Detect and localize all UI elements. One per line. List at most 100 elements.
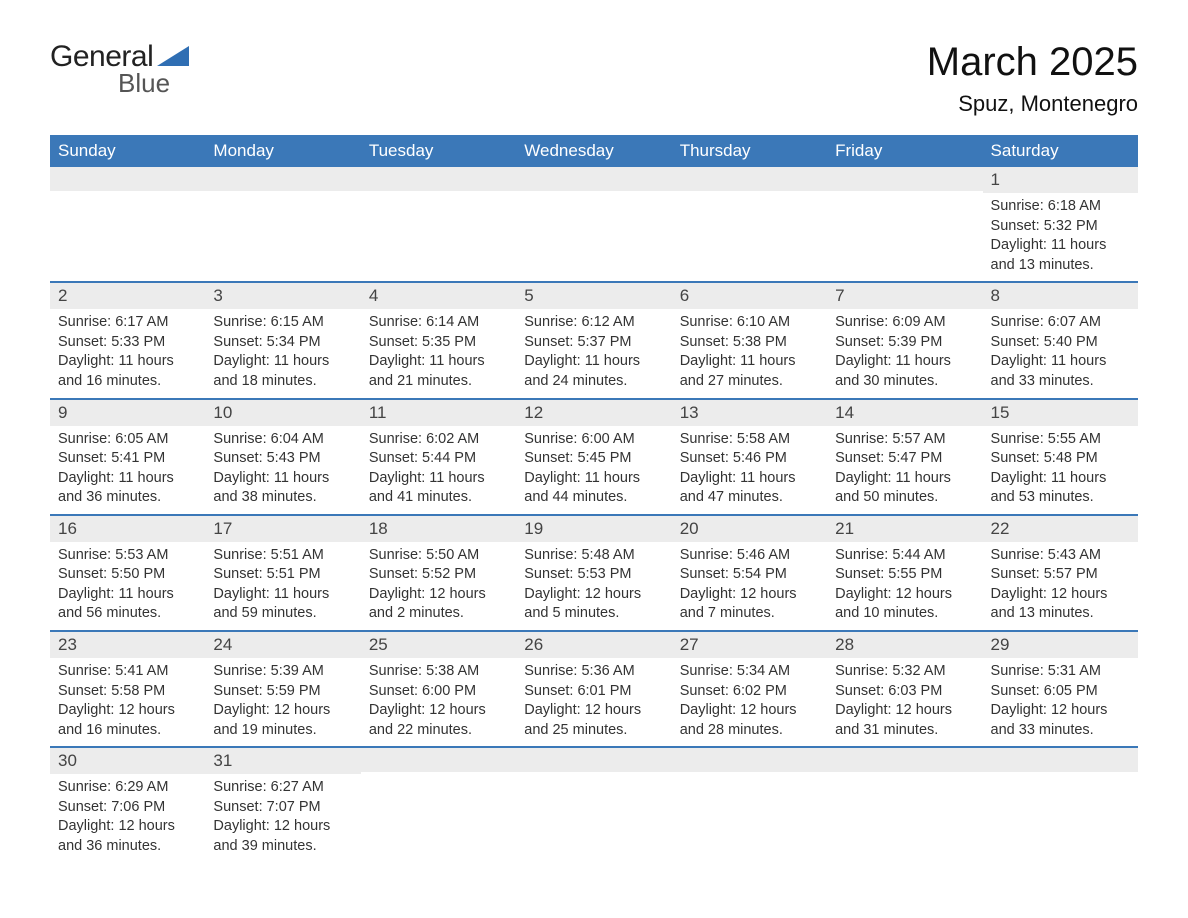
sunrise-text: Sunrise: 6:18 AM	[991, 197, 1130, 217]
sunset-text: Sunset: 5:34 PM	[213, 333, 352, 353]
sunset-text: Sunset: 5:53 PM	[524, 565, 663, 585]
day-cell: 11Sunrise: 6:02 AMSunset: 5:44 PMDayligh…	[361, 399, 516, 515]
day-number: 2	[50, 283, 205, 309]
sunset-text: Sunset: 5:45 PM	[524, 449, 663, 469]
sunrise-text: Sunrise: 6:17 AM	[58, 313, 197, 333]
daylight2-text: and 30 minutes.	[835, 372, 974, 392]
sunrise-text: Sunrise: 5:38 AM	[369, 662, 508, 682]
day-cell	[516, 747, 671, 862]
header: General Blue March 2025 Spuz, Montenegro	[50, 40, 1138, 117]
day-cell: 1Sunrise: 6:18 AMSunset: 5:32 PMDaylight…	[983, 167, 1138, 282]
sunrise-text: Sunrise: 5:51 AM	[213, 546, 352, 566]
daylight1-text: Daylight: 11 hours	[680, 352, 819, 372]
daylight1-text: Daylight: 12 hours	[213, 701, 352, 721]
day-cell	[516, 167, 671, 282]
day-number: 18	[361, 516, 516, 542]
day-body: Sunrise: 5:55 AMSunset: 5:48 PMDaylight:…	[983, 426, 1138, 514]
daylight2-text: and 19 minutes.	[213, 721, 352, 741]
daylight2-text: and 47 minutes.	[680, 488, 819, 508]
sunset-text: Sunset: 5:46 PM	[680, 449, 819, 469]
day-cell: 28Sunrise: 5:32 AMSunset: 6:03 PMDayligh…	[827, 631, 982, 747]
sunrise-text: Sunrise: 5:57 AM	[835, 430, 974, 450]
sunset-text: Sunset: 6:00 PM	[369, 682, 508, 702]
sunset-text: Sunset: 5:55 PM	[835, 565, 974, 585]
day-cell	[361, 747, 516, 862]
day-body: Sunrise: 6:07 AMSunset: 5:40 PMDaylight:…	[983, 309, 1138, 397]
sunset-text: Sunset: 5:41 PM	[58, 449, 197, 469]
daylight1-text: Daylight: 11 hours	[680, 469, 819, 489]
sunset-text: Sunset: 5:35 PM	[369, 333, 508, 353]
daylight1-text: Daylight: 12 hours	[369, 585, 508, 605]
day-body	[827, 772, 982, 844]
day-header: Tuesday	[361, 135, 516, 167]
day-body	[50, 191, 205, 277]
sunrise-text: Sunrise: 6:04 AM	[213, 430, 352, 450]
week-row: 2Sunrise: 6:17 AMSunset: 5:33 PMDaylight…	[50, 282, 1138, 398]
daylight2-text: and 36 minutes.	[58, 837, 197, 857]
day-cell: 29Sunrise: 5:31 AMSunset: 6:05 PMDayligh…	[983, 631, 1138, 747]
day-body: Sunrise: 5:58 AMSunset: 5:46 PMDaylight:…	[672, 426, 827, 514]
sunset-text: Sunset: 6:05 PM	[991, 682, 1130, 702]
daylight1-text: Daylight: 11 hours	[991, 469, 1130, 489]
day-number	[361, 748, 516, 772]
daylight2-text: and 36 minutes.	[58, 488, 197, 508]
day-body: Sunrise: 5:43 AMSunset: 5:57 PMDaylight:…	[983, 542, 1138, 630]
day-cell: 5Sunrise: 6:12 AMSunset: 5:37 PMDaylight…	[516, 282, 671, 398]
daylight2-text: and 33 minutes.	[991, 372, 1130, 392]
daylight1-text: Daylight: 12 hours	[524, 701, 663, 721]
day-body: Sunrise: 5:41 AMSunset: 5:58 PMDaylight:…	[50, 658, 205, 746]
daylight1-text: Daylight: 11 hours	[58, 585, 197, 605]
title-block: March 2025 Spuz, Montenegro	[927, 40, 1138, 117]
daylight1-text: Daylight: 11 hours	[58, 469, 197, 489]
day-body: Sunrise: 5:50 AMSunset: 5:52 PMDaylight:…	[361, 542, 516, 630]
sunset-text: Sunset: 6:02 PM	[680, 682, 819, 702]
sunset-text: Sunset: 5:43 PM	[213, 449, 352, 469]
day-number: 11	[361, 400, 516, 426]
day-body	[827, 191, 982, 277]
day-cell: 14Sunrise: 5:57 AMSunset: 5:47 PMDayligh…	[827, 399, 982, 515]
day-number	[983, 748, 1138, 772]
daylight1-text: Daylight: 11 hours	[991, 236, 1130, 256]
sunrise-text: Sunrise: 5:55 AM	[991, 430, 1130, 450]
sunset-text: Sunset: 5:54 PM	[680, 565, 819, 585]
day-cell: 22Sunrise: 5:43 AMSunset: 5:57 PMDayligh…	[983, 515, 1138, 631]
day-number: 20	[672, 516, 827, 542]
sunrise-text: Sunrise: 6:14 AM	[369, 313, 508, 333]
day-body	[516, 772, 671, 844]
day-number: 7	[827, 283, 982, 309]
day-body: Sunrise: 6:14 AMSunset: 5:35 PMDaylight:…	[361, 309, 516, 397]
day-number: 14	[827, 400, 982, 426]
day-number: 15	[983, 400, 1138, 426]
daylight1-text: Daylight: 12 hours	[213, 817, 352, 837]
sunrise-text: Sunrise: 6:12 AM	[524, 313, 663, 333]
day-body: Sunrise: 5:44 AMSunset: 5:55 PMDaylight:…	[827, 542, 982, 630]
day-number: 16	[50, 516, 205, 542]
sunset-text: Sunset: 5:39 PM	[835, 333, 974, 353]
daylight2-text: and 28 minutes.	[680, 721, 819, 741]
sunrise-text: Sunrise: 5:31 AM	[991, 662, 1130, 682]
day-cell	[983, 747, 1138, 862]
day-cell: 4Sunrise: 6:14 AMSunset: 5:35 PMDaylight…	[361, 282, 516, 398]
day-cell: 18Sunrise: 5:50 AMSunset: 5:52 PMDayligh…	[361, 515, 516, 631]
sunset-text: Sunset: 5:58 PM	[58, 682, 197, 702]
day-cell	[361, 167, 516, 282]
day-cell: 31Sunrise: 6:27 AMSunset: 7:07 PMDayligh…	[205, 747, 360, 862]
day-body	[983, 772, 1138, 844]
sunrise-text: Sunrise: 5:43 AM	[991, 546, 1130, 566]
sunset-text: Sunset: 5:47 PM	[835, 449, 974, 469]
sunrise-text: Sunrise: 5:36 AM	[524, 662, 663, 682]
daylight2-text: and 16 minutes.	[58, 721, 197, 741]
brand-logo: General Blue	[50, 40, 189, 99]
day-number: 30	[50, 748, 205, 774]
daylight1-text: Daylight: 11 hours	[835, 352, 974, 372]
page: General Blue March 2025 Spuz, Montenegro…	[50, 40, 1138, 863]
day-header: Friday	[827, 135, 982, 167]
daylight2-text: and 5 minutes.	[524, 604, 663, 624]
sunrise-text: Sunrise: 6:10 AM	[680, 313, 819, 333]
daylight1-text: Daylight: 12 hours	[58, 701, 197, 721]
sunset-text: Sunset: 5:52 PM	[369, 565, 508, 585]
day-cell: 13Sunrise: 5:58 AMSunset: 5:46 PMDayligh…	[672, 399, 827, 515]
day-number: 31	[205, 748, 360, 774]
day-cell: 16Sunrise: 5:53 AMSunset: 5:50 PMDayligh…	[50, 515, 205, 631]
day-number	[672, 167, 827, 191]
